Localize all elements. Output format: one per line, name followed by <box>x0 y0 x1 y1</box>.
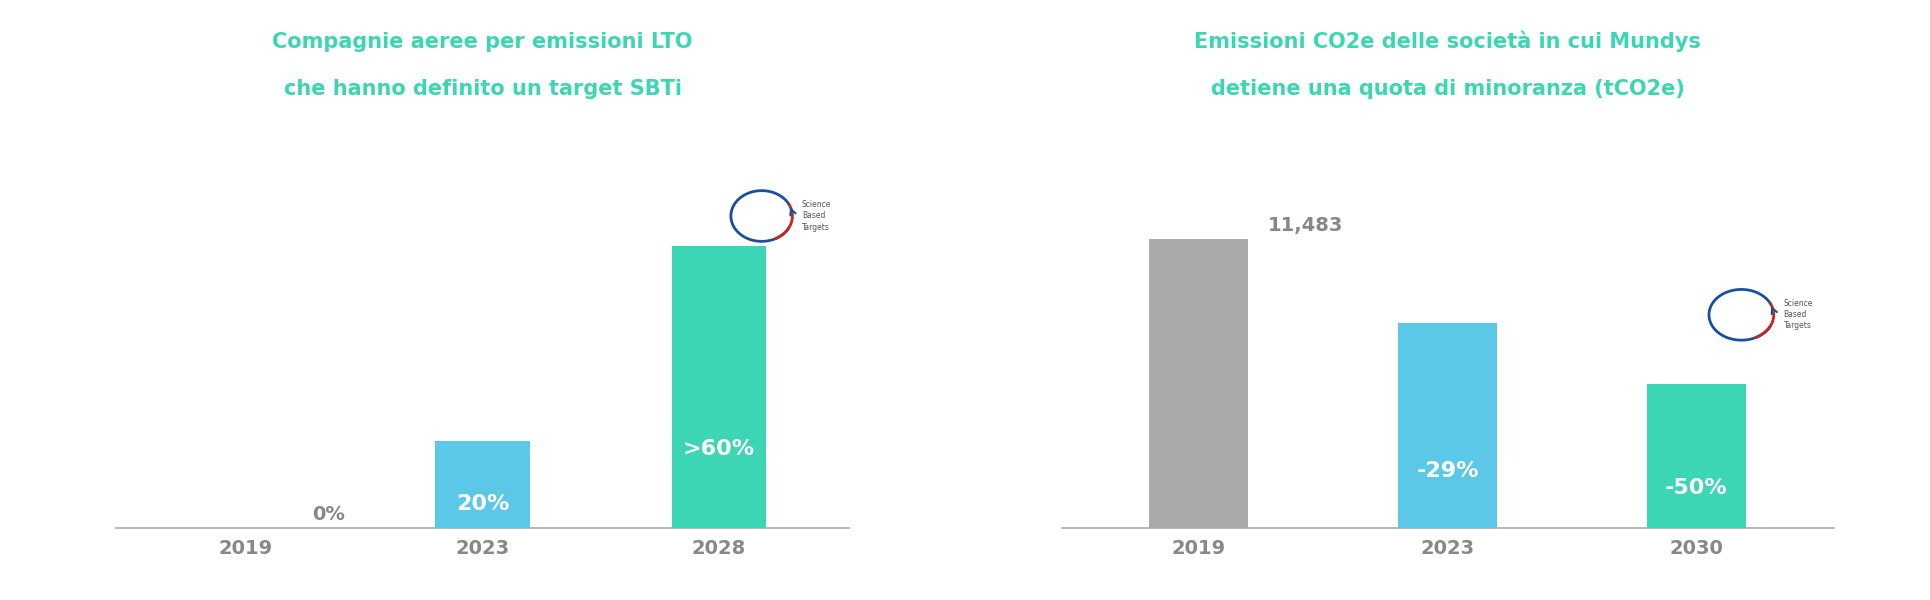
Text: >60%: >60% <box>683 439 755 459</box>
Text: -50%: -50% <box>1666 478 1727 497</box>
Text: Science
Based
Targets: Science Based Targets <box>1783 299 1812 331</box>
Text: 11,483: 11,483 <box>1268 216 1343 235</box>
Text: -29%: -29% <box>1417 461 1478 481</box>
Text: 0%: 0% <box>313 505 345 524</box>
Bar <box>672 247 766 528</box>
Text: Emissioni CO2e delle società in cui Mundys: Emissioni CO2e delle società in cui Mund… <box>1195 31 1700 52</box>
Bar <box>1397 323 1498 528</box>
Text: che hanno definito un target SBTi: che hanno definito un target SBTi <box>284 79 681 99</box>
Text: detiene una quota di minoranza (tCO2e): detiene una quota di minoranza (tCO2e) <box>1210 79 1685 99</box>
Text: 20%: 20% <box>455 494 510 514</box>
Bar <box>1646 383 1747 528</box>
Bar <box>434 442 531 528</box>
Text: Compagnie aeree per emissioni LTO: Compagnie aeree per emissioni LTO <box>272 32 693 52</box>
Text: Science
Based
Targets: Science Based Targets <box>801 200 832 232</box>
Bar <box>1148 239 1249 528</box>
